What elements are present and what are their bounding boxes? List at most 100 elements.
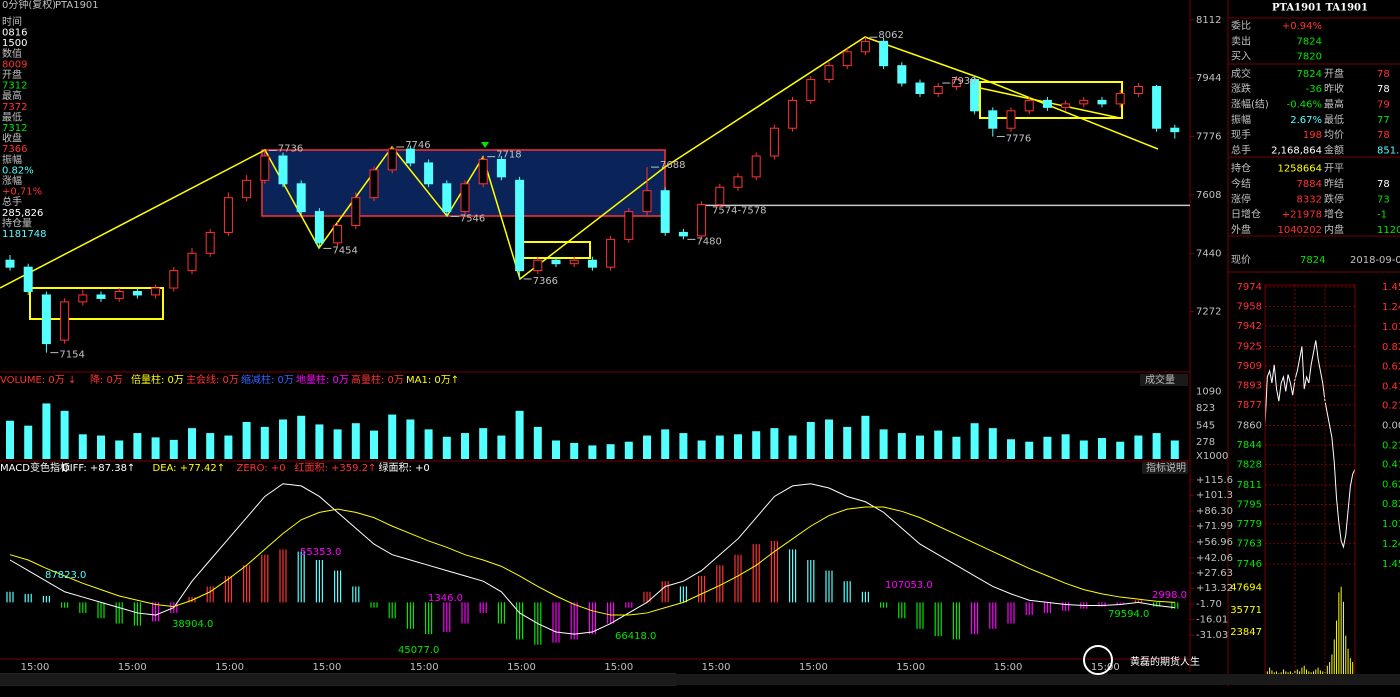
x-tick-label: 15:00 bbox=[702, 662, 731, 673]
y-tick-label: -1.70 bbox=[1196, 599, 1222, 610]
quote-label: 开盘 bbox=[1324, 67, 1344, 80]
volume-bar bbox=[1134, 435, 1143, 459]
y-tick-label: 7776 bbox=[1196, 132, 1221, 143]
info-item: 开盘 bbox=[2, 68, 22, 81]
info-item: 1181748 bbox=[2, 229, 47, 240]
x-tick-label: 15:00 bbox=[507, 662, 536, 673]
macd-button[interactable]: 指标说明 bbox=[1146, 461, 1186, 474]
y2-tick-label: 1.03 bbox=[1382, 519, 1400, 530]
y-tick-label: 7746 bbox=[1237, 559, 1262, 570]
volume-bar bbox=[1007, 439, 1015, 459]
quote-value: 7884 bbox=[1297, 179, 1322, 190]
candle-body bbox=[751, 155, 761, 178]
y2-tick-label: 1.24 bbox=[1382, 302, 1400, 313]
y-tick-label: 7974 bbox=[1237, 282, 1262, 293]
quote-value: 78 bbox=[1377, 84, 1390, 95]
volume-bar bbox=[861, 415, 870, 459]
quote-value: 11208 bbox=[1377, 225, 1400, 236]
extreme-label: 7154 bbox=[59, 350, 84, 361]
quote-label: 昨结 bbox=[1324, 177, 1344, 190]
volume-bar bbox=[24, 425, 33, 459]
quote-label: 总手 bbox=[1231, 143, 1251, 156]
extreme-label: 7736 bbox=[278, 143, 303, 154]
quote-value: 2.67% bbox=[1290, 115, 1322, 126]
quote-value: 1258664 bbox=[1277, 164, 1322, 175]
candle-body bbox=[405, 148, 415, 164]
candle-body bbox=[970, 79, 980, 112]
volume-bar bbox=[497, 435, 506, 459]
x-tick-label: 15:00 bbox=[118, 662, 147, 673]
volume-bar bbox=[661, 429, 670, 459]
volume-bar bbox=[606, 444, 615, 459]
volume-legend: 地量柱: 0万 bbox=[296, 373, 349, 386]
quote-label: 金额 bbox=[1324, 143, 1344, 156]
volume-bar bbox=[1116, 441, 1125, 459]
volume-bar bbox=[6, 420, 14, 459]
volume-bar bbox=[988, 428, 997, 459]
candle-body bbox=[242, 179, 252, 199]
info-item: 1500 bbox=[2, 38, 27, 49]
x-tick-label: 15:00 bbox=[799, 662, 828, 673]
quote-value: 7824 bbox=[1297, 69, 1322, 80]
extreme-label: 7688 bbox=[660, 160, 685, 171]
info-item: 7366 bbox=[2, 144, 27, 155]
y-tick-label: 545 bbox=[1196, 420, 1215, 431]
candle-body bbox=[551, 259, 561, 265]
volume-bar bbox=[169, 439, 178, 459]
volume-bar bbox=[679, 433, 688, 459]
quote-label: 开平 bbox=[1324, 164, 1344, 175]
y-tick-label: 7925 bbox=[1237, 342, 1262, 353]
quote-value: -0.46% bbox=[1287, 100, 1322, 111]
y-tick-label: 823 bbox=[1196, 403, 1215, 414]
volume-button[interactable]: 成交量 bbox=[1145, 373, 1175, 386]
area-label: 38904.0 bbox=[172, 619, 213, 630]
y2-tick-label: 0.82 bbox=[1382, 342, 1400, 353]
candle-body bbox=[1042, 99, 1052, 108]
volume-bar bbox=[970, 423, 979, 459]
volume-bar bbox=[479, 428, 488, 459]
info-item: 数值 bbox=[2, 47, 22, 60]
y-tick-label: 7608 bbox=[1196, 190, 1221, 201]
volume-bar bbox=[770, 428, 779, 459]
candle-body bbox=[296, 183, 306, 213]
candle-body bbox=[860, 40, 870, 53]
volume-bar bbox=[825, 419, 833, 459]
y2-tick-label: 0.21 bbox=[1382, 441, 1400, 452]
y2-tick-label: 0.21 bbox=[1382, 400, 1400, 411]
volume-bar bbox=[916, 435, 924, 459]
candle-body bbox=[1133, 86, 1143, 94]
extreme-label: 7366 bbox=[533, 276, 558, 287]
quote-label: 昨收 bbox=[1324, 82, 1344, 95]
volume-bar bbox=[697, 440, 706, 459]
info-item: 时间 bbox=[2, 15, 22, 28]
quote-value: +0.94% bbox=[1282, 21, 1322, 32]
quote-value: 7820 bbox=[1297, 52, 1322, 63]
volume-bar bbox=[151, 437, 160, 459]
quote-value: -36 bbox=[1306, 84, 1322, 95]
candle-body bbox=[788, 99, 798, 129]
quote-label: 卖出 bbox=[1231, 34, 1251, 47]
candle-body bbox=[1061, 103, 1071, 108]
y2-tick-label: 1.45 bbox=[1382, 282, 1400, 293]
area-label: 55353.0 bbox=[300, 547, 341, 558]
macd-legend: 红面积: +359.2↑ bbox=[295, 461, 377, 474]
quote-value: 198 bbox=[1303, 130, 1322, 141]
volume-bar bbox=[533, 426, 542, 459]
volume-bar bbox=[879, 429, 888, 459]
y2-tick-label: 1.03 bbox=[1382, 322, 1400, 333]
quote-value: 73 bbox=[1377, 194, 1390, 205]
volume-bar bbox=[115, 440, 124, 459]
extreme-label: 7930 bbox=[951, 76, 976, 87]
volume-bar bbox=[406, 419, 415, 459]
volume-bar bbox=[934, 430, 943, 459]
quote-value: +21978 bbox=[1282, 210, 1322, 221]
quote-value: 7824 bbox=[1297, 36, 1322, 47]
candle-body bbox=[642, 190, 652, 213]
y-tick-label: 7795 bbox=[1237, 499, 1262, 510]
info-item: 持仓量 bbox=[2, 216, 32, 229]
quote-value: 77 bbox=[1377, 115, 1390, 126]
quote-label: 涨幅(结) bbox=[1231, 98, 1269, 111]
y-tick-label: 7958 bbox=[1237, 301, 1262, 312]
y-tick-label: 7909 bbox=[1237, 361, 1262, 372]
y-tick-label: +115.6 bbox=[1196, 475, 1233, 486]
